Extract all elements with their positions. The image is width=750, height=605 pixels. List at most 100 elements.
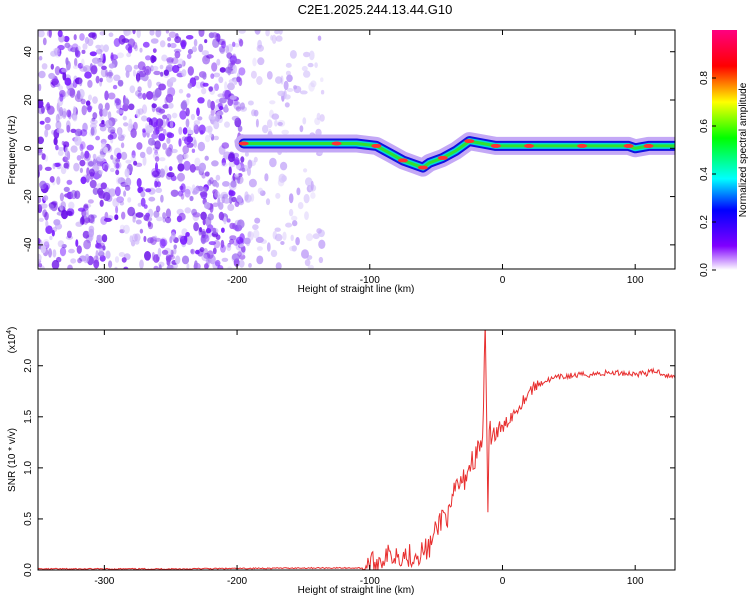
noise-blob xyxy=(284,102,290,108)
noise-blob xyxy=(114,214,119,221)
noise-blob xyxy=(155,187,163,193)
noise-blob xyxy=(121,257,127,263)
noise-blob xyxy=(114,266,118,269)
noise-blob xyxy=(215,182,220,188)
noise-blob xyxy=(293,85,302,94)
noise-blob xyxy=(38,217,44,222)
noise-blob xyxy=(177,154,183,164)
noise-blob xyxy=(129,85,136,94)
noise-blob xyxy=(57,150,64,157)
noise-blob xyxy=(44,123,51,131)
noise-blob xyxy=(81,105,87,116)
noise-blob xyxy=(38,263,43,268)
noise-blob xyxy=(318,256,324,264)
noise-blob xyxy=(211,160,219,167)
noise-blob xyxy=(309,50,315,61)
noise-blob xyxy=(181,69,187,77)
noise-blob xyxy=(178,88,184,94)
noise-blob xyxy=(41,153,46,161)
noise-blob xyxy=(214,190,220,199)
figure-title: C2E1.2025.244.13.44.G10 xyxy=(298,2,453,17)
noise-blob xyxy=(180,183,186,193)
noise-blob xyxy=(166,148,172,158)
noise-blob xyxy=(151,103,157,109)
noise-blob xyxy=(171,231,176,240)
noise-blob xyxy=(135,219,142,225)
noise-blob xyxy=(283,80,289,91)
noise-blob xyxy=(95,48,103,55)
noise-blob xyxy=(194,157,201,167)
y-tick-label: 0 xyxy=(23,145,34,151)
noise-blob xyxy=(107,71,114,77)
noise-blob xyxy=(224,81,228,91)
noise-blob xyxy=(186,263,190,269)
noise-blob xyxy=(66,230,72,239)
noise-blob xyxy=(73,34,77,41)
noise-blob xyxy=(50,63,54,70)
noise-blob xyxy=(206,250,214,259)
colorbar-tick-label: 0.2 xyxy=(699,215,710,229)
snr-y-scale-label: (x10 xyxy=(7,333,18,353)
noise-blob xyxy=(166,172,175,178)
noise-blob xyxy=(108,260,113,269)
noise-blob xyxy=(103,217,112,222)
noise-blob xyxy=(289,50,297,59)
noise-blob xyxy=(139,259,144,269)
noise-blob xyxy=(135,212,144,218)
noise-blob xyxy=(291,245,297,252)
noise-blob xyxy=(41,105,45,114)
noise-blob xyxy=(142,128,146,133)
noise-blob xyxy=(43,195,49,202)
noise-blob xyxy=(160,194,164,203)
noise-blob xyxy=(110,54,119,60)
noise-blob xyxy=(193,139,198,148)
noise-blob xyxy=(221,142,230,149)
noise-blob xyxy=(210,73,215,79)
noise-blob xyxy=(159,168,166,178)
noise-blob xyxy=(137,61,146,71)
noise-blob xyxy=(64,146,69,157)
noise-blob xyxy=(56,128,65,134)
noise-blob xyxy=(153,235,157,240)
noise-blob xyxy=(213,72,221,78)
noise-blob xyxy=(198,124,206,135)
noise-blob xyxy=(218,211,225,221)
noise-blob xyxy=(219,67,226,73)
noise-blob xyxy=(112,84,118,90)
noise-blob xyxy=(165,208,171,219)
noise-blob xyxy=(154,150,159,156)
noise-blob xyxy=(319,114,325,122)
noise-blob xyxy=(179,110,187,120)
x-tick-label: 100 xyxy=(627,275,644,286)
noise-blob xyxy=(320,77,324,82)
noise-blob xyxy=(57,30,63,38)
noise-blob xyxy=(228,79,235,84)
noise-blob xyxy=(232,239,239,246)
noise-blob xyxy=(74,57,78,67)
noise-blob xyxy=(297,202,304,210)
noise-blob xyxy=(291,215,298,221)
noise-blob xyxy=(184,136,192,145)
noise-blob xyxy=(161,249,169,255)
noise-blob xyxy=(92,153,97,160)
noise-blob xyxy=(90,119,98,125)
noise-blob xyxy=(110,154,114,160)
noise-blob xyxy=(204,171,210,177)
noise-blob xyxy=(88,94,92,101)
noise-blob xyxy=(316,228,322,234)
noise-blob xyxy=(187,48,194,55)
noise-blob xyxy=(61,209,68,220)
noise-blob xyxy=(157,247,162,258)
noise-blob xyxy=(222,89,231,100)
noise-blob xyxy=(270,35,274,41)
noise-blob xyxy=(76,155,82,161)
noise-blob xyxy=(302,117,307,125)
noise-blob xyxy=(159,40,166,48)
noise-blob xyxy=(233,64,237,74)
noise-blob xyxy=(269,100,276,105)
noise-blob xyxy=(150,117,159,128)
noise-blob xyxy=(299,90,308,95)
noise-blob xyxy=(208,115,216,120)
noise-blob xyxy=(159,64,164,70)
noise-blob xyxy=(161,54,168,62)
